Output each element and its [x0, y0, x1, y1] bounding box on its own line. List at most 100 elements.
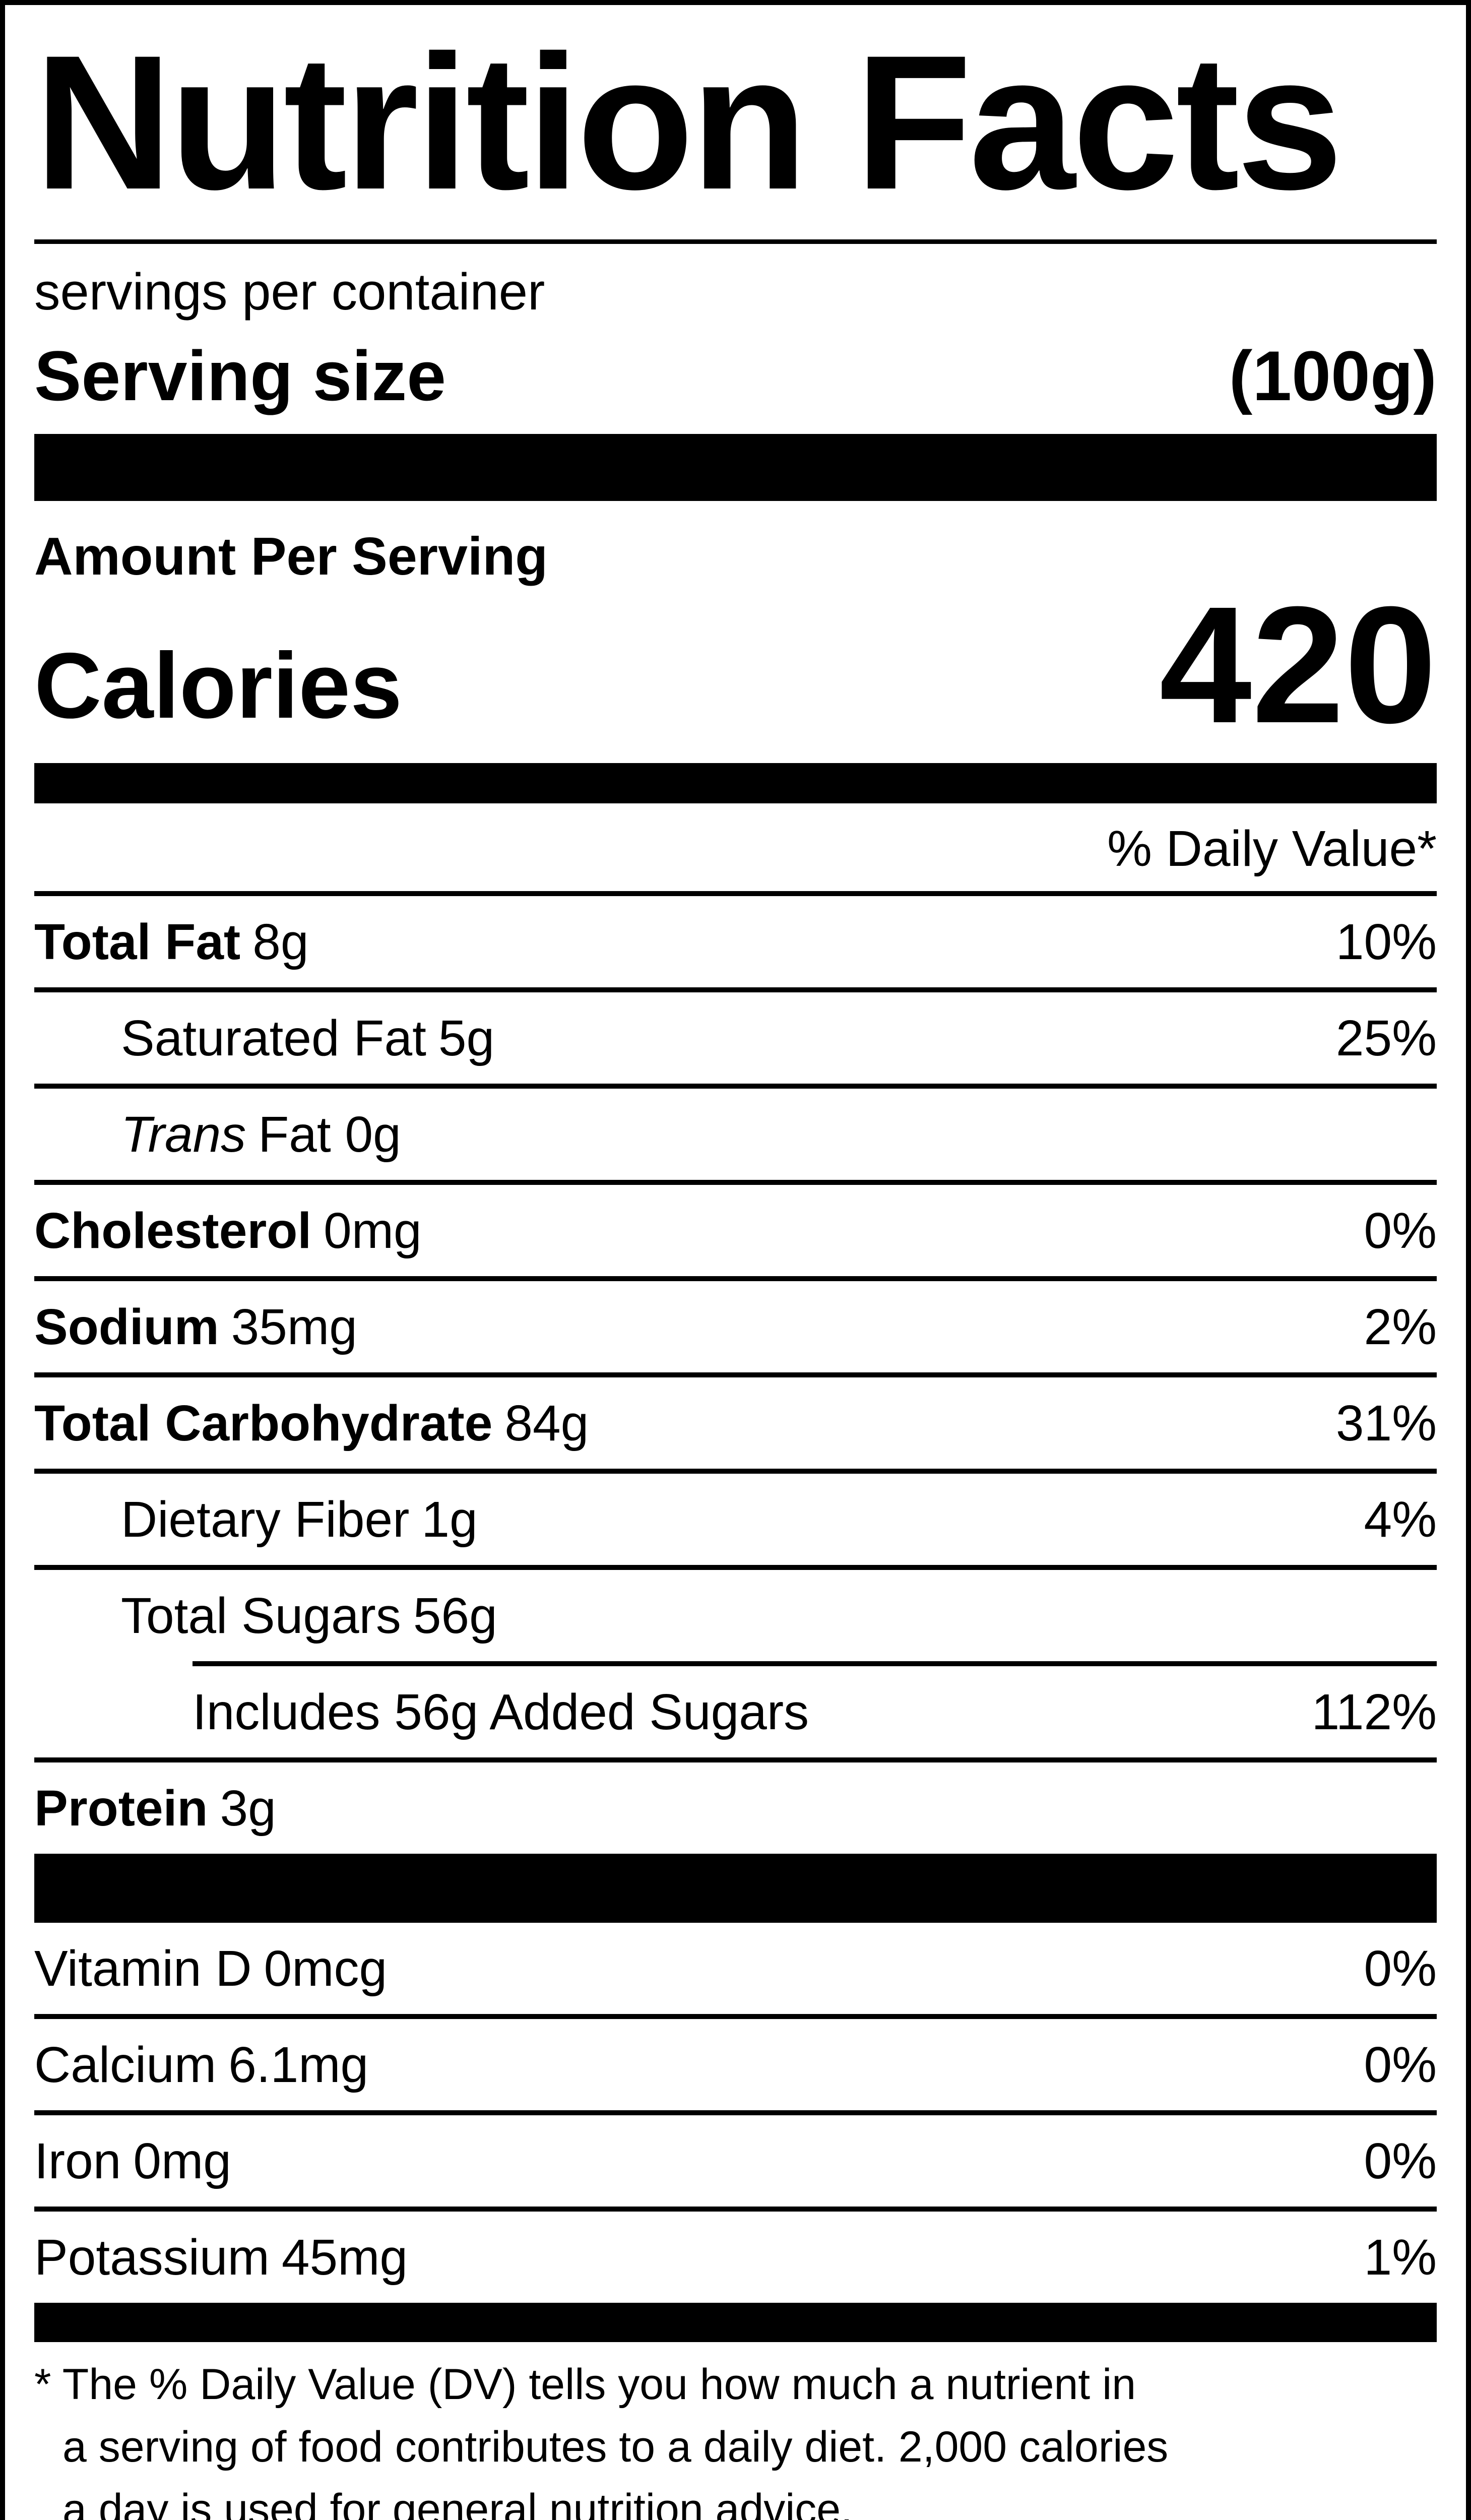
- nutrient-daily-value: 10%: [1335, 914, 1437, 971]
- nutrient-row-total-fat: Total Fat 8g 10%: [34, 896, 1437, 987]
- nutrient-row-total-carbohydrate: Total Carbohydrate 84g 31%: [34, 1377, 1437, 1469]
- separator-rule: [34, 2110, 1437, 2116]
- nutrient-row-calcium: Calcium 6.1mg 0%: [34, 2019, 1437, 2110]
- nutrient-name: Total Fat: [34, 914, 241, 971]
- nutrient-daily-value: 1%: [1364, 2229, 1437, 2286]
- nutrient-name: Protein: [34, 1780, 208, 1837]
- nutrient-text: Trans Fat 0g: [121, 1106, 401, 1163]
- serving-size-row: Serving size (100g): [34, 337, 1437, 416]
- nutrient-name: Total Carbohydrate: [34, 1395, 493, 1452]
- nutrient-amount: 3g: [220, 1780, 276, 1837]
- nutrient-text: Saturated Fat 5g: [121, 1010, 494, 1067]
- nutrient-amount: 1g: [421, 1491, 478, 1548]
- separator-rule: [34, 2207, 1437, 2212]
- nutrient-text: Calcium 6.1mg: [34, 2036, 368, 2094]
- separator-rule: [34, 1084, 1437, 1089]
- separator-rule: [34, 987, 1437, 993]
- nutrient-daily-value: 31%: [1335, 1395, 1437, 1452]
- nutrient-daily-value: 0%: [1364, 1203, 1437, 1259]
- nutrient-amount: 35mg: [231, 1299, 357, 1356]
- nutrient-amount: 56g: [413, 1588, 497, 1645]
- nutrient-row-includes-56g-added-sugars: Includes 56g Added Sugars 112%: [34, 1666, 1437, 1757]
- separator-rule: [34, 1469, 1437, 1474]
- separator-rule: [34, 1180, 1437, 1185]
- nutrient-text: Total Sugars 56g: [121, 1587, 497, 1645]
- separator-rule: [34, 1276, 1437, 1282]
- nutrient-amount: 0mg: [324, 1203, 422, 1259]
- nutrient-amount: 0mg: [133, 2133, 231, 2190]
- nutrient-name: Saturated Fat: [121, 1010, 426, 1067]
- nutrient-name: Includes 56g Added Sugars: [193, 1684, 809, 1741]
- nutrient-row-vitamin-d: Vitamin D 0mcg 0%: [34, 1923, 1437, 2014]
- nutrient-amount: 84g: [504, 1395, 589, 1452]
- nutrient-row-protein: Protein 3g: [34, 1762, 1437, 1854]
- nutrient-daily-value: 112%: [1311, 1684, 1437, 1741]
- serving-size-value: (100g): [1229, 336, 1437, 416]
- separator-rule: [34, 1565, 1437, 1570]
- medium-divider-bar-daily-value: [34, 763, 1437, 804]
- nutrient-amount: 45mg: [281, 2229, 408, 2286]
- nutrient-amount: 5g: [438, 1010, 495, 1067]
- nutrient-row-potassium: Potassium 45mg 1%: [34, 2212, 1437, 2303]
- title-divider-rule: [34, 239, 1437, 244]
- nutrient-daily-value: 0%: [1364, 2133, 1437, 2190]
- nutrient-text: Sodium 35mg: [34, 1298, 357, 1356]
- medium-divider-bar-footnote: [34, 2303, 1437, 2343]
- serving-size-label: Serving size: [34, 336, 446, 416]
- nutrient-daily-value: 25%: [1335, 1010, 1437, 1067]
- nutrient-amount: 0mcg: [264, 1940, 388, 1997]
- nutrient-text: Iron 0mg: [34, 2132, 231, 2190]
- nutrient-daily-value: 4%: [1364, 1491, 1437, 1548]
- nutrient-name: Potassium: [34, 2229, 270, 2286]
- nutrient-text: Potassium 45mg: [34, 2229, 408, 2286]
- calories-label: Calories: [34, 634, 403, 738]
- nutrient-row-sodium: Sodium 35mg 2%: [34, 1281, 1437, 1372]
- nutrients-section: Total Fat 8g 10% Saturated Fat 5g 25% Trans Fat…: [34, 896, 1437, 1854]
- separator-rule: [34, 891, 1437, 897]
- nutrient-amount: 6.1mg: [228, 2037, 369, 2094]
- nutrient-name: Iron: [34, 2133, 121, 2190]
- nutrient-name: Total Sugars: [121, 1588, 401, 1645]
- nutrient-name: Calcium: [34, 2037, 217, 2094]
- daily-value-header: % Daily Value*: [1107, 821, 1437, 877]
- nutrient-amount: 8g: [252, 914, 309, 971]
- footnote: * The % Daily Value (DV) tells you how m…: [34, 2353, 1437, 2520]
- nutrient-text: Total Carbohydrate 84g: [34, 1395, 589, 1452]
- nutrient-row-saturated-fat: Saturated Fat 5g 25%: [34, 992, 1437, 1084]
- nutrient-name: Dietary Fiber: [121, 1491, 410, 1548]
- calories-value: 420: [1159, 571, 1437, 758]
- separator-rule: [34, 2014, 1437, 2020]
- nutrient-name: Vitamin D: [34, 1940, 252, 1997]
- nutrient-text: Cholesterol 0mg: [34, 1202, 422, 1259]
- nutrient-text: Dietary Fiber 1g: [121, 1491, 478, 1548]
- nutrient-row-dietary-fiber: Dietary Fiber 1g 4%: [34, 1474, 1437, 1565]
- nutrient-daily-value: 2%: [1364, 1299, 1437, 1356]
- nutrient-row-cholesterol: Cholesterol 0mg 0%: [34, 1185, 1437, 1276]
- nutrient-text: Vitamin D 0mcg: [34, 1940, 387, 1997]
- nutrient-name: Sodium: [34, 1299, 219, 1356]
- nutrient-text: Total Fat 8g: [34, 913, 308, 971]
- servings-per-container-text: servings per container: [34, 263, 545, 321]
- micronutrients-section: Vitamin D 0mcg 0% Calcium 6.1mg 0% Iron 0mg 0% Po…: [34, 1923, 1437, 2303]
- footnote-line-2: a serving of food contributes to a daily…: [62, 2423, 1169, 2472]
- separator-rule: [34, 1372, 1437, 1378]
- nutrient-name: Cholesterol: [34, 1203, 312, 1259]
- nutrient-row-iron: Iron 0mg 0%: [34, 2115, 1437, 2207]
- separator-rule: [193, 1661, 1437, 1667]
- nutrient-text: Includes 56g Added Sugars: [193, 1683, 809, 1741]
- nutrient-amount: Fat 0g: [258, 1106, 401, 1163]
- label-title: Nutrition Facts: [34, 15, 1343, 229]
- footnote-line-1: * The % Daily Value (DV) tells you how m…: [34, 2360, 1136, 2409]
- nutrient-daily-value: 0%: [1364, 2037, 1437, 2094]
- amount-per-serving-label: Amount Per Serving: [34, 527, 548, 587]
- separator-rule: [34, 1757, 1437, 1763]
- calories-row: Calories 420: [34, 571, 1437, 758]
- nutrient-name: Trans: [121, 1106, 246, 1163]
- thick-divider-bar-bottom: [34, 1854, 1437, 1923]
- thick-divider-bar-top: [34, 434, 1437, 501]
- nutrient-row-trans: Trans Fat 0g: [34, 1089, 1437, 1180]
- nutrient-row-total-sugars: Total Sugars 56g: [34, 1570, 1437, 1661]
- footnote-line-3: a day is used for general nutrition advi…: [62, 2485, 853, 2520]
- nutrient-text: Protein 3g: [34, 1780, 276, 1837]
